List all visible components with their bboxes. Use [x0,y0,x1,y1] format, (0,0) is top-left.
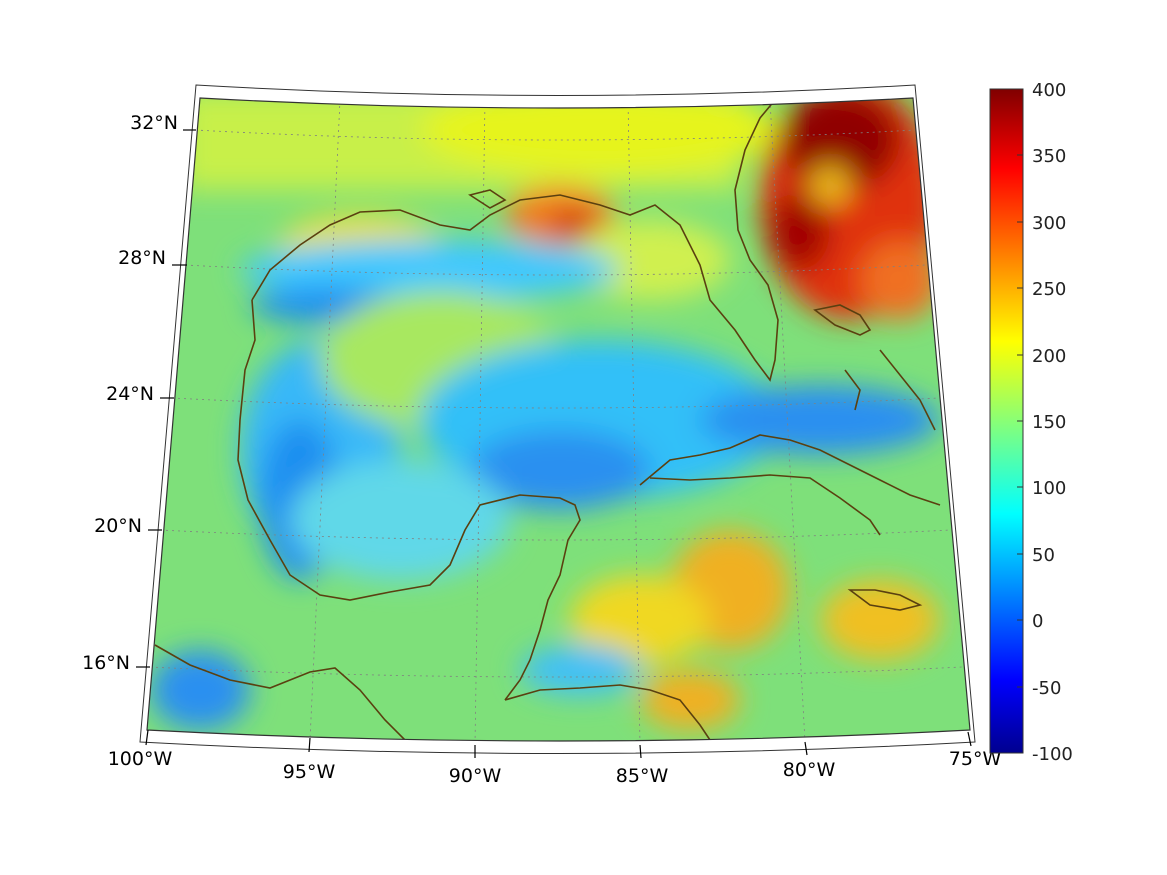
colorbar-label-250: 250 [1032,279,1066,300]
colorbar-label-200: 200 [1032,346,1066,367]
lon-label-100w: 100°W [108,748,173,770]
lat-label-16n: 16°N [82,652,130,674]
lon-label-75w: 75°W [949,748,1002,770]
colorbar-label-neg50: -50 [1032,678,1061,699]
colorbar-label-300: 300 [1032,213,1066,234]
colorbar-label-50: 50 [1032,545,1055,566]
colorbar-label-neg100: -100 [1032,744,1073,765]
lon-label-85w: 85°W [616,765,669,787]
lon-label-80w: 80°W [783,759,836,781]
lat-label-32n: 32°N [130,112,178,134]
colorbar-ticks [1017,154,1023,688]
lon-label-90w: 90°W [449,765,502,787]
tick-marks [136,129,972,759]
latitude-labels: 32°N 28°N 24°N 20°N 16°N [82,112,178,674]
longitude-labels: 100°W 95°W 90°W 85°W 80°W 75°W [108,748,1002,787]
lat-label-24n: 24°N [106,383,154,405]
map-frame [146,97,971,742]
colorbar-label-0: 0 [1032,611,1043,632]
colorbar-label-150: 150 [1032,412,1066,433]
map-outer-frame [139,84,976,754]
graticule [149,99,963,741]
lat-label-28n: 28°N [118,247,166,269]
data-field [147,98,970,741]
colorbar-label-100: 100 [1032,478,1066,499]
lat-label-20n: 20°N [94,515,142,537]
lon-label-95w: 95°W [283,761,336,783]
coastline [154,99,941,741]
colorbar-label-350: 350 [1032,146,1066,167]
colorbar: 400 350 300 250 200 150 100 50 0 -50 -10… [989,80,1073,765]
colorbar-label-400: 400 [1032,80,1066,101]
